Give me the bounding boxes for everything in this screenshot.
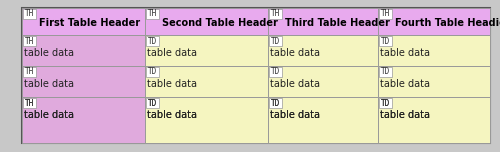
Text: TD: TD <box>148 36 157 45</box>
Bar <box>23 98 36 108</box>
Text: TH: TH <box>25 98 34 107</box>
Text: TH: TH <box>25 98 34 107</box>
Bar <box>22 66 145 97</box>
Text: table data: table data <box>24 110 74 120</box>
Bar <box>23 98 36 108</box>
Bar <box>23 9 36 19</box>
Bar <box>22 97 145 143</box>
Bar <box>23 67 36 77</box>
Bar <box>22 8 145 35</box>
Text: table data: table data <box>24 110 74 120</box>
Text: TH: TH <box>25 67 34 76</box>
Bar <box>268 66 378 97</box>
Bar <box>268 97 378 143</box>
Bar <box>379 98 392 108</box>
Text: table data: table data <box>270 48 320 58</box>
Bar <box>23 36 36 46</box>
Bar <box>378 8 490 35</box>
Text: TD: TD <box>381 98 390 107</box>
Text: table data: table data <box>380 110 430 120</box>
Bar <box>22 35 145 66</box>
Bar <box>269 98 282 108</box>
Bar <box>269 9 282 19</box>
Bar <box>379 36 392 46</box>
Text: TH: TH <box>148 9 157 19</box>
Text: table data: table data <box>147 48 197 58</box>
Text: TH: TH <box>381 9 390 19</box>
Text: TD: TD <box>148 98 157 107</box>
Text: TD: TD <box>271 36 280 45</box>
Text: First Table Header: First Table Header <box>39 18 140 28</box>
Text: table data: table data <box>380 48 430 58</box>
Text: TH: TH <box>271 9 280 19</box>
Text: table data: table data <box>270 79 320 89</box>
Text: table data: table data <box>147 110 197 120</box>
Bar <box>379 9 392 19</box>
Bar <box>379 98 392 108</box>
Text: table data: table data <box>380 79 430 89</box>
Bar <box>378 97 490 143</box>
Text: table data: table data <box>24 48 74 58</box>
Text: TD: TD <box>381 36 390 45</box>
Text: table data: table data <box>380 110 430 120</box>
Text: TH: TH <box>25 9 34 19</box>
Text: TD: TD <box>271 98 280 107</box>
Bar <box>146 36 159 46</box>
Bar <box>22 97 145 128</box>
Bar <box>145 97 268 143</box>
Bar <box>268 97 378 128</box>
Text: TH: TH <box>25 36 34 45</box>
Text: TD: TD <box>271 67 280 76</box>
Text: table data: table data <box>270 110 320 120</box>
Text: TD: TD <box>381 67 390 76</box>
Bar <box>268 35 378 66</box>
Bar <box>146 98 159 108</box>
Bar <box>269 98 282 108</box>
Bar <box>379 67 392 77</box>
Text: TD: TD <box>381 98 390 107</box>
Text: TD: TD <box>148 98 157 107</box>
Bar <box>146 98 159 108</box>
Bar <box>146 9 159 19</box>
Text: table data: table data <box>270 110 320 120</box>
Bar <box>145 8 268 35</box>
Text: Fourth Table Headier: Fourth Table Headier <box>395 18 500 28</box>
Bar <box>145 66 268 97</box>
Bar <box>268 8 378 35</box>
Text: TD: TD <box>148 67 157 76</box>
Bar <box>145 35 268 66</box>
Bar <box>269 36 282 46</box>
Text: table data: table data <box>147 110 197 120</box>
Bar <box>22 8 490 143</box>
Bar <box>378 35 490 66</box>
Bar <box>378 97 490 128</box>
Text: Second Table Header: Second Table Header <box>162 18 278 28</box>
Bar <box>269 67 282 77</box>
Bar <box>378 66 490 97</box>
Text: table data: table data <box>147 79 197 89</box>
Text: Third Table Header: Third Table Header <box>285 18 390 28</box>
Text: TD: TD <box>271 98 280 107</box>
Text: table data: table data <box>24 79 74 89</box>
Bar <box>146 67 159 77</box>
Bar <box>145 97 268 128</box>
